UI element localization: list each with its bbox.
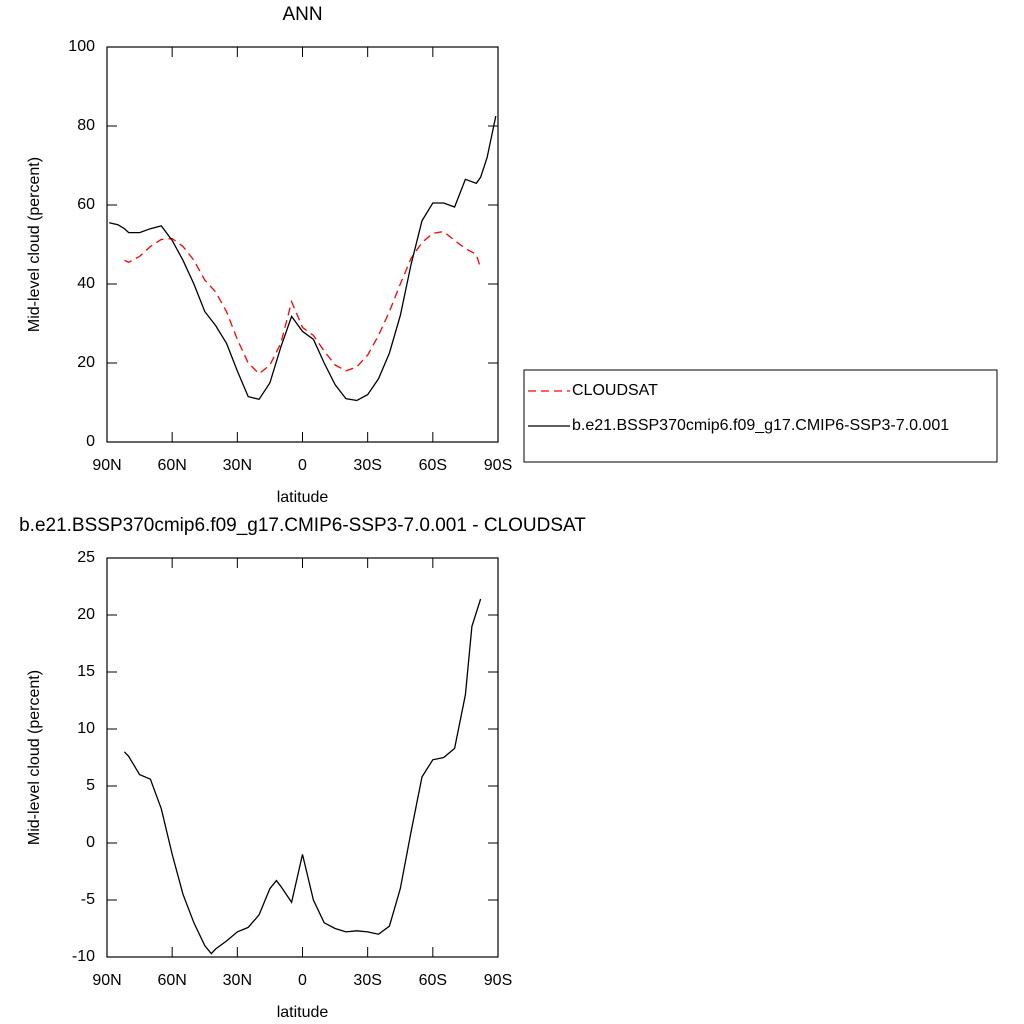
data-line bbox=[123, 598, 482, 955]
y-tick-label: 15 bbox=[77, 663, 95, 680]
data-line bbox=[109, 115, 497, 402]
y-tick-label: 100 bbox=[68, 38, 95, 55]
x-tick-label: 90S bbox=[484, 457, 512, 474]
x-tick-label: 30N bbox=[223, 457, 252, 474]
y-tick-label: 80 bbox=[77, 117, 95, 134]
y-tick-label: 0 bbox=[86, 834, 95, 851]
x-tick-label: 90N bbox=[92, 972, 121, 989]
data-line bbox=[124, 230, 482, 375]
legend-label: b.e21.BSSP370cmip6.f09_g17.CMIP6-SSP3-7.… bbox=[572, 417, 949, 434]
y-tick-label: 5 bbox=[86, 777, 95, 794]
x-tick-label: 60N bbox=[157, 972, 186, 989]
y-tick-label: -5 bbox=[81, 891, 95, 908]
x-tick-label: 60S bbox=[419, 972, 447, 989]
y-tick-label: 40 bbox=[77, 275, 95, 292]
y-tick-label: 20 bbox=[77, 606, 95, 623]
y-tick-label: -10 bbox=[72, 948, 95, 965]
y-tick-label: 25 bbox=[77, 549, 95, 566]
x-axis-label: latitude bbox=[277, 1004, 329, 1021]
legend-label: CLOUDSAT bbox=[572, 382, 658, 399]
y-tick-label: 20 bbox=[77, 354, 95, 371]
x-tick-label: 0 bbox=[298, 457, 307, 474]
chart-title: ANN bbox=[282, 4, 322, 25]
x-tick-label: 30S bbox=[353, 972, 381, 989]
y-tick-label: 60 bbox=[77, 196, 95, 213]
y-axis-label: Mid-level cloud (percent) bbox=[26, 670, 43, 845]
x-tick-label: 0 bbox=[298, 972, 307, 989]
plot-frame bbox=[106, 557, 499, 958]
y-axis-label: Mid-level cloud (percent) bbox=[26, 157, 43, 332]
x-tick-label: 60S bbox=[419, 457, 447, 474]
x-tick-label: 60N bbox=[157, 457, 186, 474]
x-tick-label: 30S bbox=[353, 457, 381, 474]
legend-box bbox=[523, 369, 998, 463]
plot-frame bbox=[106, 46, 499, 443]
x-axis-label: latitude bbox=[277, 489, 329, 506]
x-tick-label: 90N bbox=[92, 457, 121, 474]
y-tick-label: 0 bbox=[86, 433, 95, 450]
y-tick-label: 10 bbox=[77, 720, 95, 737]
x-tick-label: 30N bbox=[223, 972, 252, 989]
x-tick-label: 90S bbox=[484, 972, 512, 989]
chart-title: b.e21.BSSP370cmip6.f09_g17.CMIP6-SSP3-7.… bbox=[19, 515, 586, 536]
